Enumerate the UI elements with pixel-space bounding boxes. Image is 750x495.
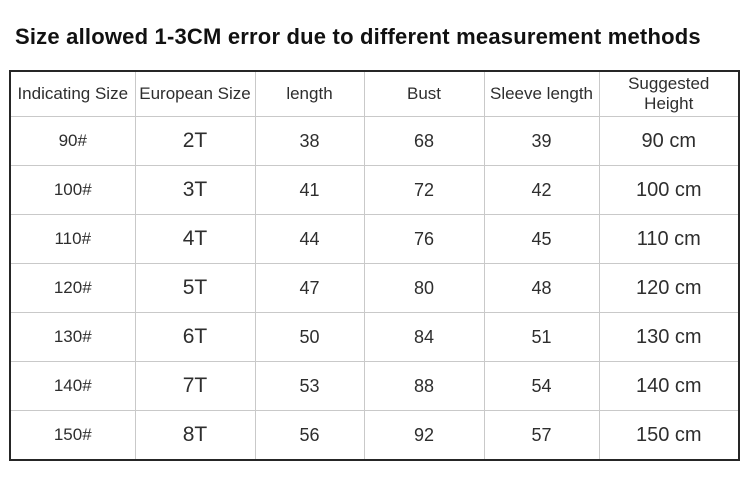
cell-suggested-height: 100 cm (598, 165, 740, 215)
cell-indicating-size: 150# (9, 410, 136, 461)
cell-sleeve-length: 39 (483, 116, 600, 166)
table-row: 90# 2T 38 68 39 90 cm (9, 116, 740, 166)
cell-length: 38 (254, 116, 365, 166)
cell-sleeve-length: 51 (483, 312, 600, 362)
cell-european-size: 3T (134, 165, 256, 215)
column-header-suggested-height: Suggested Height (598, 70, 740, 117)
page-title: Size allowed 1-3CM error due to differen… (15, 24, 701, 49)
cell-indicating-size: 130# (9, 312, 136, 362)
cell-length: 50 (254, 312, 365, 362)
cell-suggested-height: 110 cm (598, 214, 740, 264)
cell-sleeve-length: 48 (483, 263, 600, 313)
cell-sleeve-length: 54 (483, 361, 600, 411)
column-header-length: length (254, 70, 365, 117)
cell-indicating-size: 90# (9, 116, 136, 166)
cell-bust: 88 (363, 361, 485, 411)
column-header-bust: Bust (363, 70, 485, 117)
table-row: 110# 4T 44 76 45 110 cm (9, 214, 740, 264)
cell-length: 53 (254, 361, 365, 411)
table-row: 140# 7T 53 88 54 140 cm (9, 361, 740, 411)
cell-bust: 92 (363, 410, 485, 461)
size-chart-table: Indicating Size European Size length Bus… (9, 70, 740, 461)
table-row: 100# 3T 41 72 42 100 cm (9, 165, 740, 215)
table-row: 150# 8T 56 92 57 150 cm (9, 410, 740, 461)
column-header-european-size: European Size (134, 70, 256, 117)
cell-indicating-size: 120# (9, 263, 136, 313)
cell-sleeve-length: 45 (483, 214, 600, 264)
cell-sleeve-length: 42 (483, 165, 600, 215)
cell-suggested-height: 130 cm (598, 312, 740, 362)
cell-suggested-height: 140 cm (598, 361, 740, 411)
column-header-sleeve-length: Sleeve length (483, 70, 600, 117)
column-header-indicating-size: Indicating Size (9, 70, 136, 117)
cell-length: 44 (254, 214, 365, 264)
table-row: 120# 5T 47 80 48 120 cm (9, 263, 740, 313)
cell-length: 41 (254, 165, 365, 215)
cell-european-size: 4T (134, 214, 256, 264)
cell-suggested-height: 90 cm (598, 116, 740, 166)
cell-sleeve-length: 57 (483, 410, 600, 461)
cell-european-size: 6T (134, 312, 256, 362)
cell-length: 47 (254, 263, 365, 313)
cell-indicating-size: 140# (9, 361, 136, 411)
cell-suggested-height: 150 cm (598, 410, 740, 461)
cell-bust: 84 (363, 312, 485, 362)
cell-suggested-height: 120 cm (598, 263, 740, 313)
cell-bust: 68 (363, 116, 485, 166)
table-row: 130# 6T 50 84 51 130 cm (9, 312, 740, 362)
cell-indicating-size: 110# (9, 214, 136, 264)
cell-european-size: 5T (134, 263, 256, 313)
cell-european-size: 8T (134, 410, 256, 461)
cell-european-size: 7T (134, 361, 256, 411)
cell-bust: 80 (363, 263, 485, 313)
table-header-row: Indicating Size European Size length Bus… (9, 70, 740, 117)
cell-bust: 72 (363, 165, 485, 215)
cell-european-size: 2T (134, 116, 256, 166)
cell-indicating-size: 100# (9, 165, 136, 215)
cell-length: 56 (254, 410, 365, 461)
cell-bust: 76 (363, 214, 485, 264)
